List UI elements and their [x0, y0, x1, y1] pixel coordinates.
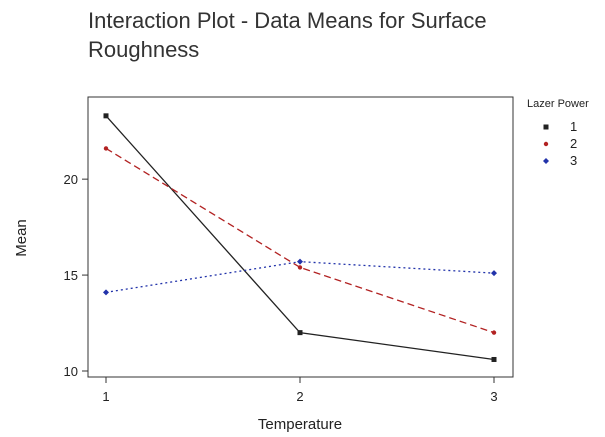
- series-3: [103, 258, 497, 296]
- x-axis-title: Temperature: [258, 416, 342, 433]
- legend-title: Lazer Power: [527, 98, 589, 110]
- data-point: [297, 330, 303, 336]
- data-point: [103, 289, 109, 296]
- data-point: [103, 113, 109, 119]
- legend-item-1: 1: [543, 119, 577, 134]
- legend-label: 2: [570, 136, 577, 151]
- data-point: [491, 356, 497, 362]
- series-2: [103, 146, 497, 335]
- data-point: [491, 270, 497, 277]
- y-axis-title: Mean: [13, 219, 30, 257]
- y-tick-label: 15: [64, 268, 78, 283]
- data-point: [103, 146, 109, 151]
- x-tick-label: 3: [490, 389, 497, 404]
- x-tick-label: 1: [102, 389, 109, 404]
- legend-marker: [543, 124, 549, 130]
- legend-label: 1: [570, 119, 577, 134]
- legend-marker: [543, 141, 549, 147]
- x-tick-label: 2: [296, 389, 303, 404]
- series-1: [103, 113, 497, 362]
- y-axis: 10 15 20: [64, 172, 88, 379]
- data-point: [297, 265, 303, 270]
- legend-marker: [543, 158, 549, 164]
- x-axis: 1 2 3: [102, 377, 498, 404]
- legend: Lazer Power 1 2 3: [527, 98, 589, 168]
- y-tick-label: 20: [64, 172, 78, 187]
- legend-item-3: 3: [543, 153, 577, 168]
- series-line-1: [105, 115, 495, 361]
- data-point: [491, 330, 497, 335]
- chart-title-line-1: Interaction Plot - Data Means for Surfac…: [88, 8, 487, 33]
- legend-label: 3: [570, 153, 577, 168]
- series-line-2: [105, 147, 495, 334]
- legend-item-2: 2: [543, 136, 577, 151]
- data-point: [297, 258, 303, 265]
- y-tick-label: 10: [64, 364, 78, 379]
- series-layer: [103, 113, 497, 362]
- chart-title-line-2: Roughness: [88, 37, 199, 62]
